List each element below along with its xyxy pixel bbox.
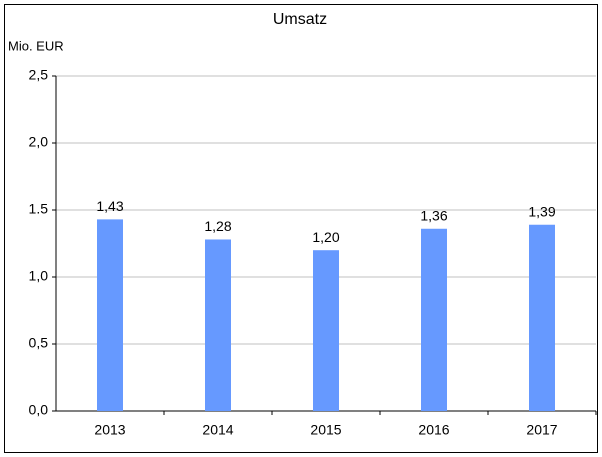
x-tick-label: 2013	[94, 422, 125, 438]
chart-border	[4, 4, 598, 453]
y-tick-label: 0,0	[29, 402, 49, 418]
y-tick-label: 2,5	[29, 67, 49, 83]
value-label: 1,36	[420, 207, 447, 223]
y-axis-label: Mio. EUR	[8, 38, 64, 53]
x-tick-label: 2016	[418, 422, 449, 438]
chart-title: Umsatz	[273, 11, 327, 28]
value-label: 1,28	[204, 218, 231, 234]
value-label: 1,39	[528, 203, 555, 219]
bar	[421, 228, 447, 411]
bar	[97, 219, 123, 411]
x-tick-label: 2017	[526, 422, 557, 438]
y-tick-label: 0,5	[29, 335, 49, 351]
bar	[205, 239, 231, 411]
y-tick-label: 1.5	[29, 201, 49, 217]
x-tick-label: 2015	[310, 422, 341, 438]
bar	[529, 224, 555, 411]
y-tick-label: 2,0	[29, 134, 49, 150]
value-label: 1,43	[96, 198, 123, 214]
x-tick-label: 2014	[202, 422, 233, 438]
y-tick-label: 1,0	[29, 268, 49, 284]
bar	[313, 250, 339, 411]
value-label: 1,20	[312, 229, 339, 245]
